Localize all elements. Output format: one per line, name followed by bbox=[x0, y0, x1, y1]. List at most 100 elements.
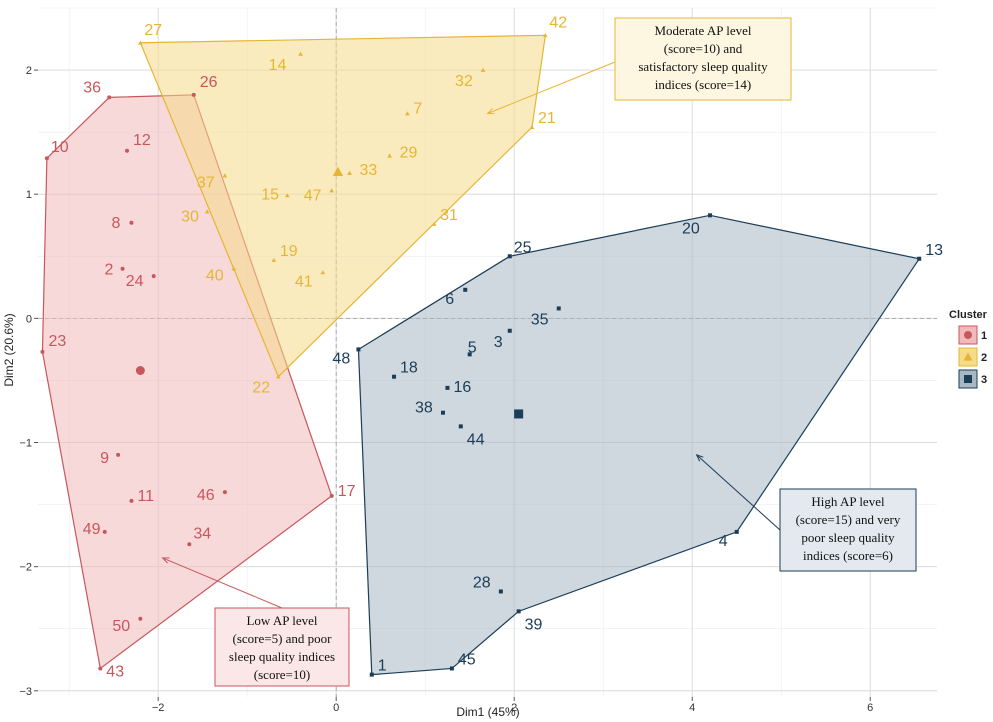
x-tick-label: 0 bbox=[333, 702, 339, 714]
y-tick-label: −2 bbox=[19, 562, 32, 574]
x-axis-title: Dim1 (45%) bbox=[456, 705, 519, 719]
annotation-box-1 bbox=[214, 607, 350, 687]
legend-marker-2 bbox=[963, 352, 973, 361]
y-tick-label: 0 bbox=[26, 313, 32, 325]
annotation-arrowhead-2 bbox=[486, 108, 495, 115]
cluster-hulls bbox=[41, 34, 921, 676]
point-label-24: 24 bbox=[126, 273, 144, 290]
point-label-29: 29 bbox=[400, 145, 418, 162]
point-34 bbox=[187, 542, 192, 547]
point-label-35: 35 bbox=[531, 311, 549, 328]
point-label-12: 12 bbox=[133, 132, 151, 149]
point-14 bbox=[298, 51, 303, 56]
point-5 bbox=[467, 352, 472, 357]
annotation-arrow-3 bbox=[696, 454, 781, 531]
point-39 bbox=[516, 609, 521, 614]
point-42 bbox=[543, 33, 548, 38]
legend-title: Cluster bbox=[949, 309, 988, 321]
legend-label-1: 1 bbox=[981, 330, 987, 342]
point-label-32: 32 bbox=[455, 73, 473, 90]
point-label-31: 31 bbox=[440, 207, 458, 224]
x-tick-label: −2 bbox=[152, 702, 165, 714]
legend-label-2: 2 bbox=[981, 352, 987, 364]
point-label-39: 39 bbox=[525, 616, 543, 633]
point-label-16: 16 bbox=[453, 379, 471, 396]
point-label-27: 27 bbox=[144, 22, 162, 39]
point-47 bbox=[329, 188, 335, 193]
point-label-50: 50 bbox=[112, 618, 130, 635]
point-12 bbox=[125, 148, 130, 153]
point-31 bbox=[431, 221, 437, 226]
annotation-text-2: (score=10) and bbox=[664, 41, 743, 56]
point-50 bbox=[138, 616, 143, 621]
annotations: Moderate AP level (score=10) and satisfact… bbox=[161, 17, 917, 687]
y-tick-label: −3 bbox=[19, 686, 32, 698]
point-label-18: 18 bbox=[400, 360, 418, 377]
point-label-34: 34 bbox=[193, 525, 211, 542]
point-1 bbox=[369, 672, 374, 677]
point-27 bbox=[138, 40, 143, 45]
point-17 bbox=[329, 493, 334, 498]
point-46 bbox=[222, 490, 227, 495]
point-label-47: 47 bbox=[304, 187, 322, 204]
x-tick-label: 2 bbox=[511, 702, 517, 714]
y-tick-label: 2 bbox=[26, 65, 32, 77]
point-label-3: 3 bbox=[494, 334, 503, 351]
data-points bbox=[40, 33, 922, 677]
annotation-text-1: (score=10) bbox=[254, 667, 310, 682]
annotation-text-1: (score=5) and poor bbox=[232, 631, 332, 646]
point-41 bbox=[320, 270, 326, 275]
point-label-1: 1 bbox=[378, 658, 387, 675]
annotation-arrow-2 bbox=[487, 61, 616, 114]
point-label-37: 37 bbox=[197, 175, 215, 192]
legend-marker-1 bbox=[964, 331, 972, 339]
cluster-1-centroid bbox=[135, 366, 145, 376]
point-38 bbox=[440, 410, 445, 415]
y-tick-label: −1 bbox=[19, 438, 32, 450]
annotation-text-1: sleep quality indices bbox=[229, 649, 335, 664]
point-43 bbox=[98, 666, 103, 671]
point-30 bbox=[204, 209, 210, 214]
annotation-text-3: poor sleep quality bbox=[801, 530, 895, 545]
point-32 bbox=[480, 67, 486, 72]
x-tick-label: 6 bbox=[867, 702, 873, 714]
point-9 bbox=[116, 452, 121, 457]
point-label-28: 28 bbox=[473, 574, 491, 591]
point-label-43: 43 bbox=[106, 663, 124, 680]
legend-label-3: 3 bbox=[981, 374, 987, 386]
point-label-26: 26 bbox=[200, 74, 218, 91]
annotation-arrow-1 bbox=[162, 557, 283, 609]
point-36 bbox=[107, 95, 112, 100]
annotation-text-2: indices (score=14) bbox=[655, 77, 752, 92]
annotation-text-3: (score=15) and very bbox=[796, 512, 901, 527]
legend-marker-3 bbox=[964, 375, 972, 383]
point-33 bbox=[347, 170, 352, 175]
annotation-text-1: Low AP level bbox=[246, 613, 317, 628]
point-15 bbox=[284, 193, 290, 198]
point-label-17: 17 bbox=[338, 483, 356, 500]
point-28 bbox=[498, 589, 503, 594]
point-label-23: 23 bbox=[48, 333, 66, 350]
annotation-text-2: satisfactory sleep quality bbox=[638, 59, 768, 74]
point-23 bbox=[40, 349, 45, 354]
point-label-46: 46 bbox=[197, 487, 215, 504]
point-45 bbox=[449, 666, 454, 671]
point-label-14: 14 bbox=[269, 57, 287, 74]
point-label-15: 15 bbox=[261, 186, 279, 203]
point-44 bbox=[458, 424, 463, 429]
point-22 bbox=[276, 374, 281, 379]
point-3 bbox=[507, 328, 512, 333]
point-label-10: 10 bbox=[51, 139, 69, 156]
point-label-40: 40 bbox=[206, 268, 224, 285]
point-label-19: 19 bbox=[280, 243, 298, 260]
point-20 bbox=[708, 213, 713, 218]
annotation-box-3 bbox=[779, 488, 917, 572]
point-37 bbox=[222, 173, 228, 178]
annotation-box-2 bbox=[614, 17, 792, 101]
point-48 bbox=[356, 347, 361, 352]
point-6 bbox=[463, 287, 468, 292]
cluster-centroids bbox=[135, 166, 524, 419]
point-18 bbox=[392, 374, 397, 379]
point-13 bbox=[917, 256, 922, 261]
